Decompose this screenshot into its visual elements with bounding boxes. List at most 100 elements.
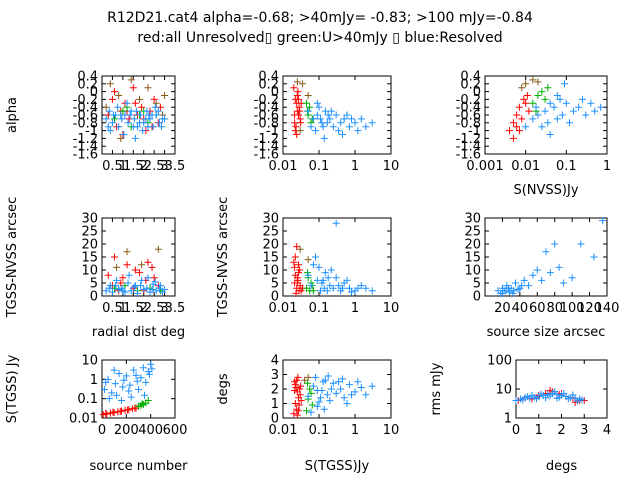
y-tick-label: 0.4 (77, 70, 98, 85)
data-point-red (148, 263, 156, 271)
y-axis-label: TGSS-NVSS arcsec (216, 197, 231, 319)
data-point-blue (125, 387, 133, 395)
data-point-green (534, 92, 542, 99)
x-tick-label: 2 (140, 301, 148, 316)
data-point-blue (368, 382, 376, 390)
plot-p3: 0.001 0.01 0.1 10.40.20-0.2-0.4-0.6-0.8-1-1… (456, 70, 612, 199)
y-tick-label: 0.4 (460, 70, 481, 85)
data-point-red (291, 381, 299, 389)
data-point-blue (532, 103, 540, 111)
data-point-blue (357, 384, 365, 392)
data-point-olive (293, 78, 301, 86)
data-point-blue (335, 378, 343, 386)
data-point-red (111, 88, 119, 96)
data-point-red (295, 401, 303, 409)
data-point-blue (553, 394, 561, 402)
data-point-blue (137, 111, 145, 119)
x-axis-label: degs (546, 459, 578, 474)
data-point-red (104, 271, 112, 279)
y-tick-label: 30 (81, 212, 98, 227)
x-tick-label: 1 (351, 159, 359, 174)
data-point-red (294, 88, 302, 96)
data-point-olive (106, 80, 114, 88)
x-tick-label: 0.001 (466, 159, 503, 174)
data-point-blue (131, 282, 139, 290)
y-tick-label: 0.4 (258, 70, 279, 85)
y-tick-label: 0.2 (77, 77, 98, 92)
data-point-blue (514, 286, 522, 293)
data-point-blue (324, 372, 332, 380)
data-point-green (307, 389, 315, 397)
data-point-blue (329, 284, 337, 292)
data-point-blue (122, 372, 130, 380)
data-point-blue (324, 274, 332, 282)
data-point-blue (137, 374, 145, 382)
data-point-blue (129, 123, 137, 131)
y-tick-label: -1.2 (73, 132, 98, 147)
data-point-red (136, 269, 144, 277)
data-point-blue (309, 382, 317, 390)
data-point-blue (329, 379, 337, 387)
data-point-red (109, 408, 117, 416)
data-point-blue (117, 111, 125, 119)
y-tick-label: -1.4 (73, 140, 98, 155)
data-point-blue (560, 80, 568, 88)
data-point-blue (351, 119, 359, 127)
data-point-blue (315, 263, 323, 271)
data-point-blue (555, 263, 563, 271)
data-point-blue (362, 123, 370, 131)
data-point-blue (115, 370, 123, 378)
data-point-red (117, 279, 125, 287)
data-point-blue (354, 378, 362, 386)
data-point-red (131, 266, 139, 274)
data-point-green (303, 99, 311, 107)
data-point-blue (345, 123, 353, 131)
data-point-blue (151, 103, 159, 111)
data-point-blue (556, 95, 564, 103)
data-point-blue (142, 115, 150, 123)
data-point-blue (339, 131, 347, 138)
data-point-red (129, 84, 137, 92)
x-axis-label: source number (89, 459, 188, 474)
data-point-blue (564, 395, 572, 403)
data-point-blue (313, 99, 321, 107)
data-point-red (292, 123, 300, 131)
data-point-blue (120, 376, 128, 384)
data-point-olive (304, 373, 312, 381)
data-point-red (150, 274, 158, 282)
data-point-blue (354, 127, 362, 135)
y-tick-label: 25 (81, 225, 98, 240)
data-point-blue (368, 287, 376, 295)
data-point-blue (148, 111, 156, 119)
data-point-blue (139, 364, 147, 372)
y-tick-label: -0.6 (73, 109, 98, 124)
data-point-blue (304, 271, 312, 279)
data-point-green (303, 407, 311, 415)
data-point-blue (569, 107, 577, 115)
y-axis-label: TGSS-NVSS arcsec (5, 197, 20, 319)
data-point-blue (320, 405, 328, 413)
data-point-blue (559, 279, 567, 287)
data-point-blue (587, 99, 595, 107)
data-point-red (295, 261, 303, 269)
x-tick-label: 0.1 (556, 159, 577, 174)
data-point-red (291, 253, 299, 261)
data-point-olive (154, 245, 162, 253)
data-point-blue (537, 390, 545, 398)
data-point-red (520, 95, 528, 103)
y-tick-label: 0 (271, 85, 279, 100)
data-point-green (308, 401, 316, 409)
data-point-red (290, 84, 298, 92)
data-point-blue (332, 111, 340, 119)
data-point-blue (538, 123, 546, 131)
data-point-red (513, 123, 521, 131)
y-tick-label: -0.2 (254, 93, 279, 108)
data-point-blue (124, 279, 132, 287)
data-point-red (291, 279, 299, 287)
data-point-olive (144, 84, 152, 92)
data-point-blue (505, 284, 513, 292)
data-point-blue (130, 366, 138, 374)
data-point-blue (340, 394, 348, 402)
y-tick-label: 5 (473, 277, 481, 292)
data-point-blue (335, 282, 343, 290)
